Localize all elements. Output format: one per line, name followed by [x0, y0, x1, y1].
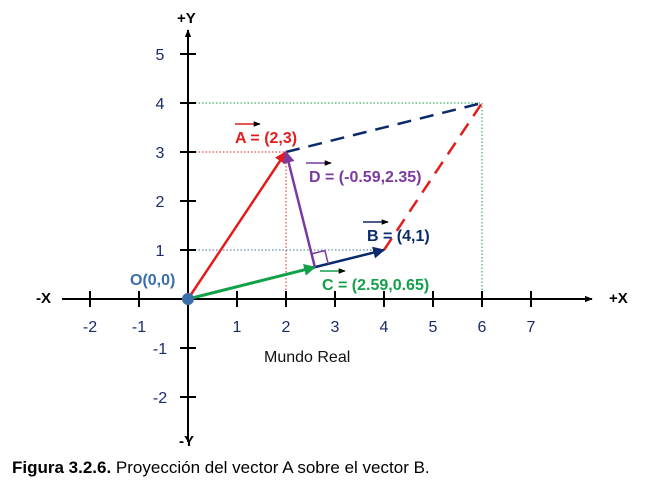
vector-c-label-group: C = (2.59,0.65) [320, 268, 429, 294]
x-tick-label: 5 [429, 319, 438, 336]
vector-a-label: A = (2,3) [235, 130, 297, 147]
right-angle-marker [311, 249, 329, 265]
figure-caption: Figura 3.2.6. Proyección del vector A so… [12, 458, 430, 478]
caption-text: Proyección del vector A sobre el vector … [111, 458, 430, 477]
y-positive-label: +Y [177, 10, 196, 27]
x-tick-label: 6 [478, 319, 487, 336]
parallelogram-right-side [382, 102, 484, 251]
y-tick-label: -1 [153, 341, 167, 358]
vector-d-label-group: D = (-0.59,2.35) [306, 160, 422, 186]
vector-c-arrow [187, 263, 317, 301]
vector-b-label-group: B = (4,1) [363, 219, 430, 245]
vector-a-arrow [186, 151, 288, 300]
x-tick-label: -1 [132, 319, 146, 336]
y-axis-ticks: 5 4 3 2 1 -1 -2 [153, 47, 196, 407]
x-tick-label: 2 [282, 319, 291, 336]
y-tick-label: 4 [156, 96, 165, 113]
vector-b-label: B = (4,1) [367, 228, 430, 245]
origin-label: O(0,0) [130, 272, 175, 289]
x-axis-ticks: -2 -1 1 2 3 4 5 6 7 [83, 291, 536, 336]
world-label: Mundo Real [264, 349, 350, 366]
x-tick-label: 1 [233, 319, 242, 336]
vector-b-arrow [314, 246, 386, 269]
caption-figure-number: Figura 3.2.6. [12, 458, 112, 477]
vector-a-label-group: A = (2,3) [235, 121, 297, 147]
x-tick-label: -2 [83, 319, 97, 336]
vector-c-label: C = (2.59,0.65) [322, 277, 429, 294]
x-negative-label: -X [36, 290, 51, 307]
x-tick-label: 3 [331, 319, 340, 336]
x-tick-label: 7 [527, 319, 536, 336]
axes: -2 -1 1 2 3 4 5 6 7 5 4 3 2 1 -1 -2 [62, 29, 593, 442]
y-tick-label: 3 [156, 145, 165, 162]
y-tick-label: 2 [156, 194, 165, 211]
vector-d-label: D = (-0.59,2.35) [309, 169, 422, 186]
parallelogram-top-side [285, 101, 483, 154]
x-tick-label: 4 [380, 319, 389, 336]
y-tick-label: -2 [153, 390, 167, 407]
y-tick-label: 5 [156, 47, 165, 64]
origin-point [182, 293, 194, 305]
y-negative-label: -Y [179, 433, 194, 450]
y-tick-label: 1 [156, 243, 165, 260]
vector-d-arrow [282, 150, 317, 268]
guide-lines [188, 102, 483, 299]
x-positive-label: +X [609, 290, 628, 307]
